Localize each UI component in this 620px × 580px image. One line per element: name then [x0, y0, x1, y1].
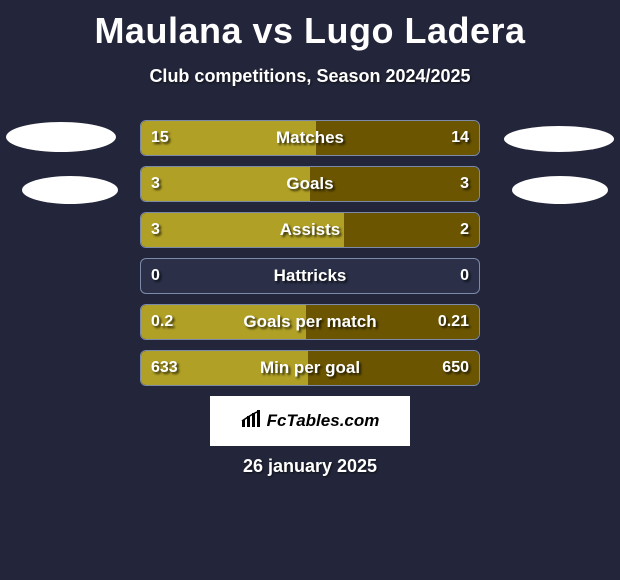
value-right: 14 [451, 129, 469, 147]
stat-label: Min per goal [260, 358, 360, 378]
bar-left [141, 167, 310, 201]
attribution-text: FcTables.com [267, 411, 380, 431]
stat-row: 15 14 Matches [140, 120, 480, 156]
subtitle: Club competitions, Season 2024/2025 [0, 66, 620, 87]
page-title: Maulana vs Lugo Ladera [0, 0, 620, 52]
ellipse-placeholder [6, 122, 116, 152]
value-right: 3 [460, 175, 469, 193]
stat-label: Matches [276, 128, 344, 148]
stat-row: 0.2 0.21 Goals per match [140, 304, 480, 340]
value-right: 0 [460, 267, 469, 285]
value-left: 0.2 [151, 313, 173, 331]
ellipse-placeholder [512, 176, 608, 204]
stat-row: 633 650 Min per goal [140, 350, 480, 386]
bar-right [344, 213, 479, 247]
bar-chart-icon [241, 410, 263, 433]
stat-label: Goals [286, 174, 333, 194]
bar-right [310, 167, 479, 201]
value-left: 633 [151, 359, 178, 377]
stat-label: Hattricks [274, 266, 347, 286]
value-right: 0.21 [438, 313, 469, 331]
stat-row: 0 0 Hattricks [140, 258, 480, 294]
value-left: 3 [151, 175, 160, 193]
value-left: 15 [151, 129, 169, 147]
ellipse-placeholder [504, 126, 614, 152]
footer-date: 26 january 2025 [243, 456, 377, 477]
value-left: 3 [151, 221, 160, 239]
value-left: 0 [151, 267, 160, 285]
attribution-box: FcTables.com [210, 396, 410, 446]
value-right: 650 [442, 359, 469, 377]
stat-label: Goals per match [243, 312, 376, 332]
stat-row: 3 3 Goals [140, 166, 480, 202]
value-right: 2 [460, 221, 469, 239]
stat-label: Assists [280, 220, 340, 240]
ellipse-placeholder [22, 176, 118, 204]
stat-row: 3 2 Assists [140, 212, 480, 248]
comparison-chart: 15 14 Matches 3 3 Goals 3 2 Assists 0 0 Hattricks 0.… [140, 120, 480, 396]
